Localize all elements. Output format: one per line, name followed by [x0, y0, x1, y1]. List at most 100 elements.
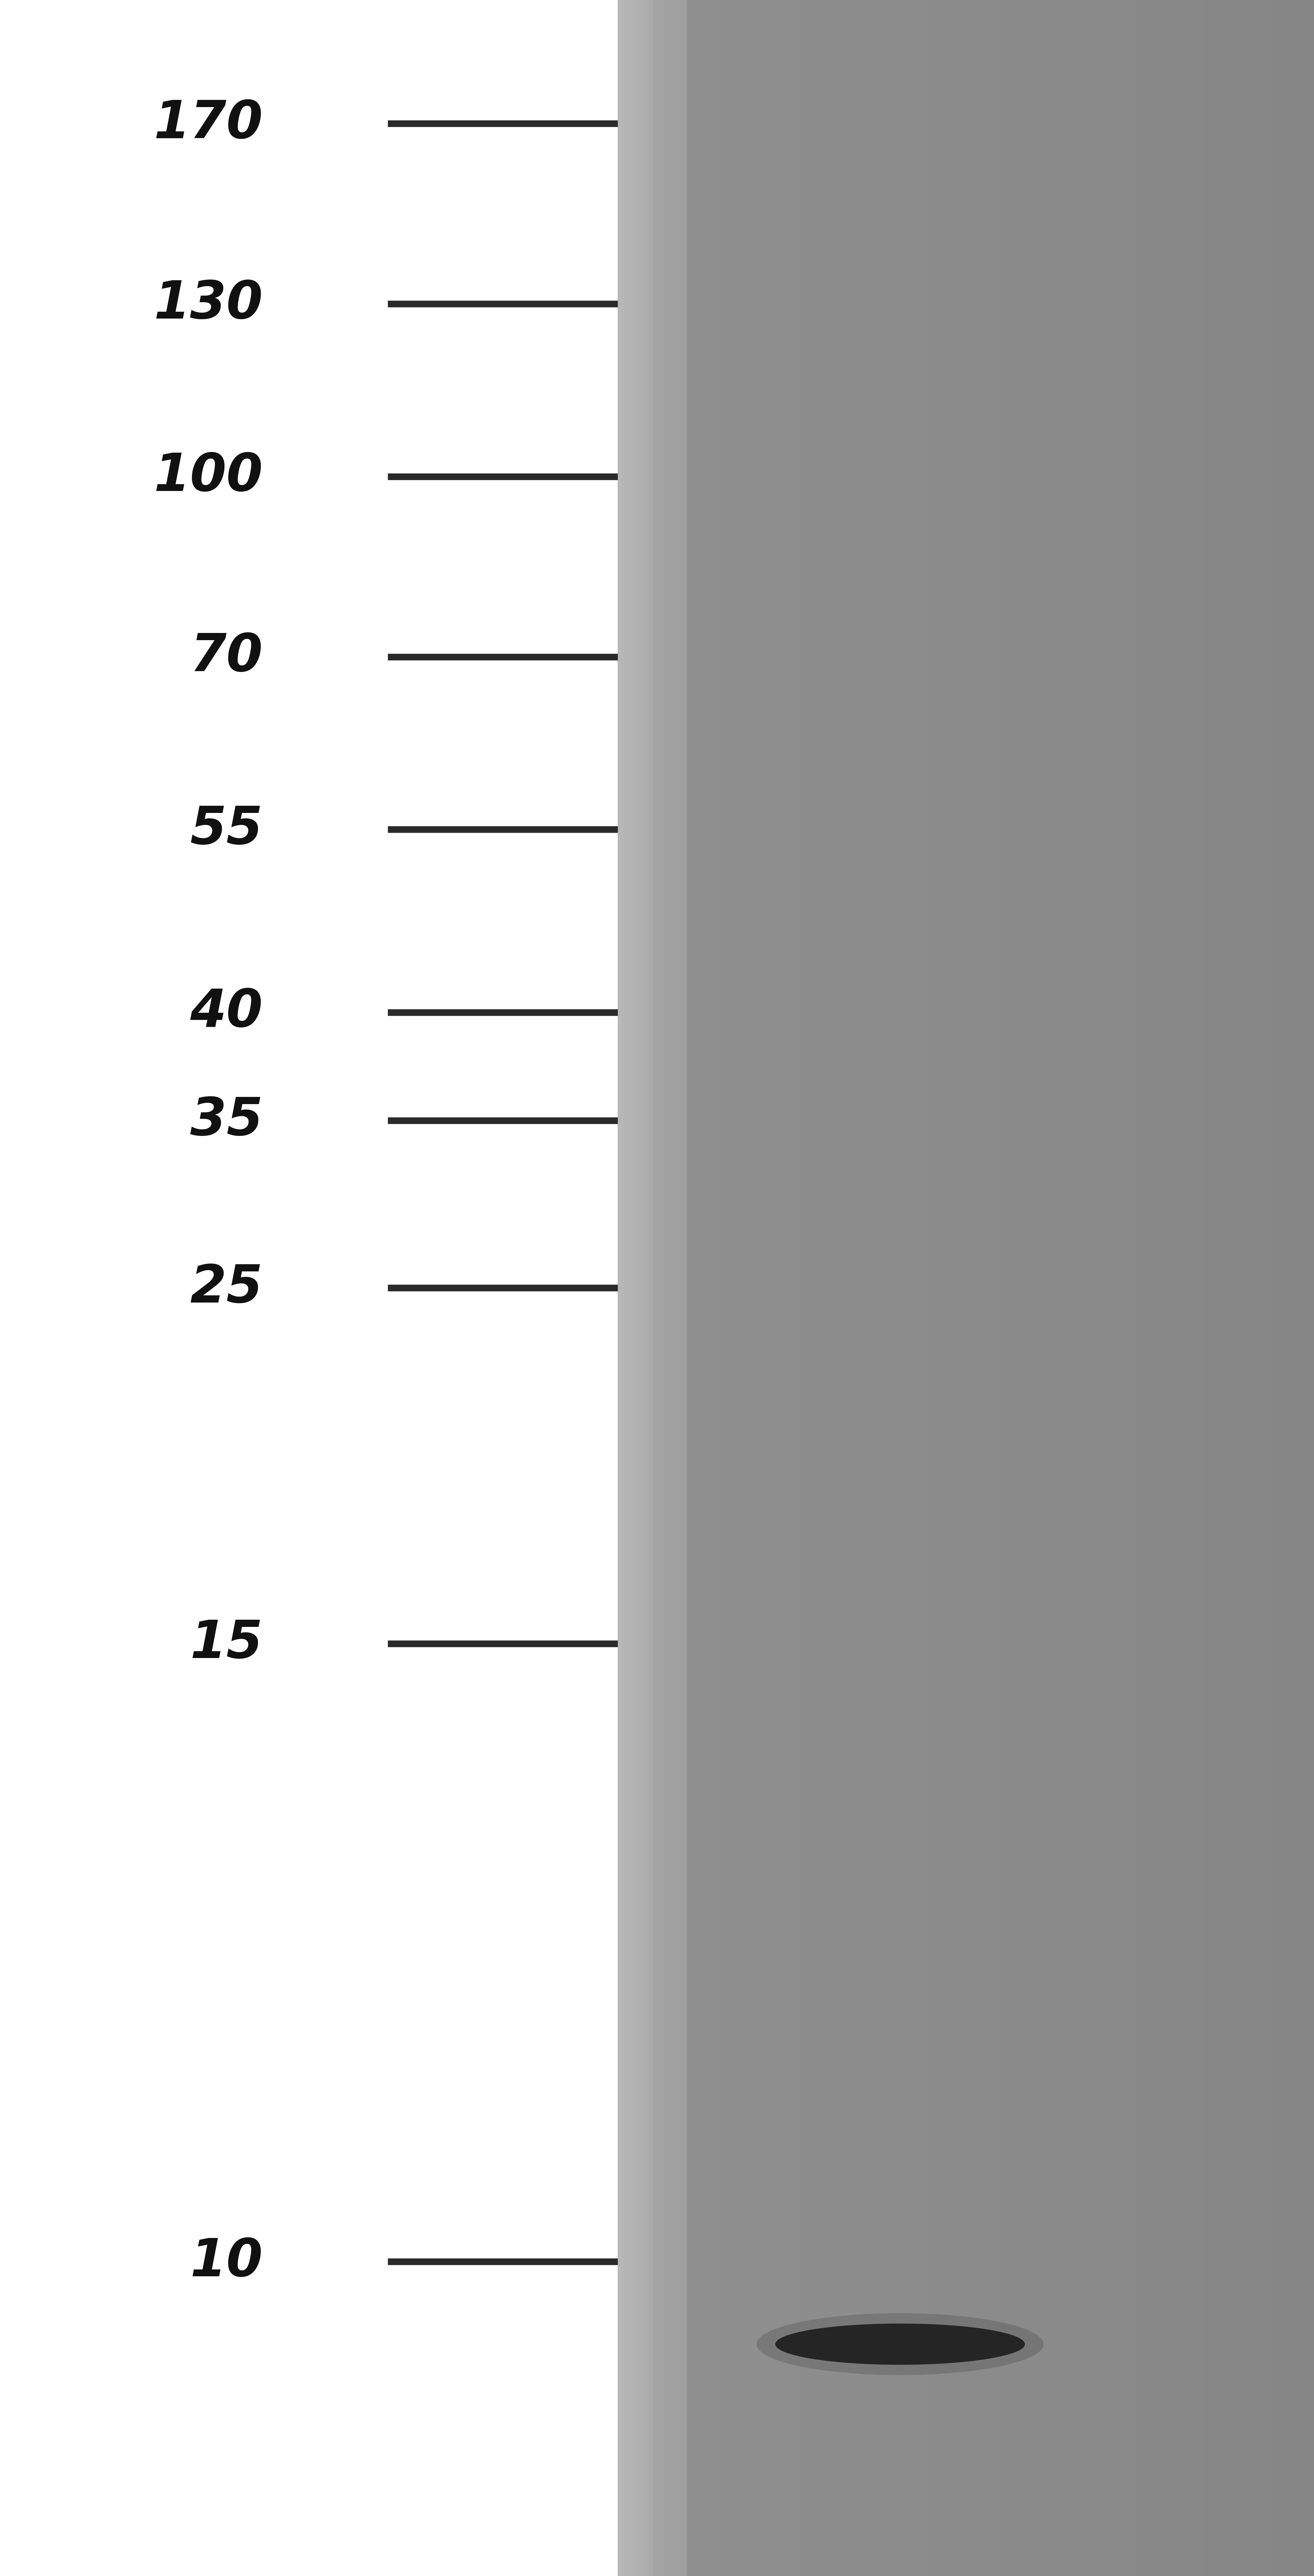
Bar: [1280, 0, 1284, 2576]
Bar: [1276, 0, 1280, 2576]
Bar: [1018, 0, 1022, 2576]
Bar: [841, 0, 845, 2576]
Bar: [1031, 0, 1037, 2576]
Bar: [837, 0, 842, 2576]
Ellipse shape: [775, 2324, 1025, 2365]
Bar: [1206, 0, 1212, 2576]
Bar: [1137, 0, 1141, 2576]
Bar: [851, 0, 855, 2576]
Bar: [1014, 0, 1020, 2576]
Bar: [827, 0, 832, 2576]
Bar: [833, 0, 838, 2576]
Bar: [1060, 0, 1064, 2576]
Bar: [1099, 0, 1102, 2576]
Bar: [729, 0, 733, 2576]
Bar: [858, 0, 862, 2576]
Bar: [732, 0, 737, 2576]
Bar: [632, 0, 636, 2576]
Bar: [1255, 0, 1260, 2576]
Bar: [1310, 0, 1314, 2576]
Bar: [1282, 0, 1288, 2576]
Bar: [1196, 0, 1201, 2576]
Bar: [628, 0, 633, 2576]
Bar: [1046, 0, 1051, 2576]
Bar: [691, 0, 695, 2576]
Bar: [1050, 0, 1054, 2576]
Bar: [1300, 0, 1305, 2576]
Bar: [1042, 0, 1047, 2576]
Bar: [736, 0, 741, 2576]
Bar: [1120, 0, 1123, 2576]
Bar: [844, 0, 849, 2576]
Bar: [1185, 0, 1190, 2576]
Bar: [1230, 0, 1235, 2576]
Bar: [1139, 0, 1144, 2576]
Bar: [1164, 0, 1169, 2576]
Bar: [1116, 0, 1121, 2576]
Bar: [704, 0, 710, 2576]
Bar: [1084, 0, 1089, 2576]
Text: 70: 70: [191, 631, 263, 683]
Bar: [645, 0, 650, 2576]
Bar: [1192, 0, 1197, 2576]
Bar: [681, 0, 685, 2576]
Bar: [896, 0, 901, 2576]
Bar: [854, 0, 859, 2576]
Bar: [1067, 0, 1072, 2576]
Bar: [687, 0, 692, 2576]
Bar: [911, 0, 915, 2576]
Bar: [1010, 0, 1016, 2576]
Bar: [742, 0, 748, 2576]
Bar: [1238, 0, 1242, 2576]
Bar: [987, 0, 992, 2576]
Bar: [970, 0, 974, 2576]
Bar: [1088, 0, 1092, 2576]
Bar: [1265, 0, 1271, 2576]
Bar: [1025, 0, 1030, 2576]
Bar: [1039, 0, 1043, 2576]
Bar: [1143, 0, 1148, 2576]
Text: 15: 15: [191, 1618, 263, 1669]
Bar: [812, 0, 817, 2576]
Bar: [900, 0, 904, 2576]
Bar: [830, 0, 834, 2576]
Bar: [1122, 0, 1127, 2576]
Bar: [712, 0, 716, 2576]
Bar: [875, 0, 880, 2576]
Bar: [903, 0, 908, 2576]
Bar: [882, 0, 887, 2576]
Bar: [1227, 0, 1231, 2576]
Bar: [1029, 0, 1033, 2576]
Bar: [865, 0, 870, 2576]
Bar: [782, 0, 786, 2576]
Bar: [1289, 0, 1294, 2576]
Bar: [980, 0, 984, 2576]
Bar: [820, 0, 824, 2576]
Bar: [715, 0, 720, 2576]
Bar: [1070, 0, 1075, 2576]
Bar: [1303, 0, 1309, 2576]
Bar: [753, 0, 758, 2576]
Bar: [871, 0, 876, 2576]
Bar: [1056, 0, 1062, 2576]
Bar: [778, 0, 783, 2576]
Bar: [1179, 0, 1183, 2576]
Bar: [694, 0, 699, 2576]
Bar: [1189, 0, 1193, 2576]
Bar: [966, 0, 971, 2576]
Bar: [921, 0, 925, 2576]
Bar: [1272, 0, 1277, 2576]
Bar: [1109, 0, 1113, 2576]
Bar: [662, 0, 668, 2576]
Bar: [788, 0, 794, 2576]
Bar: [1158, 0, 1162, 2576]
Bar: [941, 0, 946, 2576]
Bar: [890, 0, 894, 2576]
Bar: [677, 0, 682, 2576]
Bar: [750, 0, 754, 2576]
Bar: [976, 0, 982, 2576]
Bar: [652, 0, 657, 2576]
Bar: [816, 0, 821, 2576]
Bar: [1147, 0, 1151, 2576]
Bar: [635, 0, 640, 2576]
